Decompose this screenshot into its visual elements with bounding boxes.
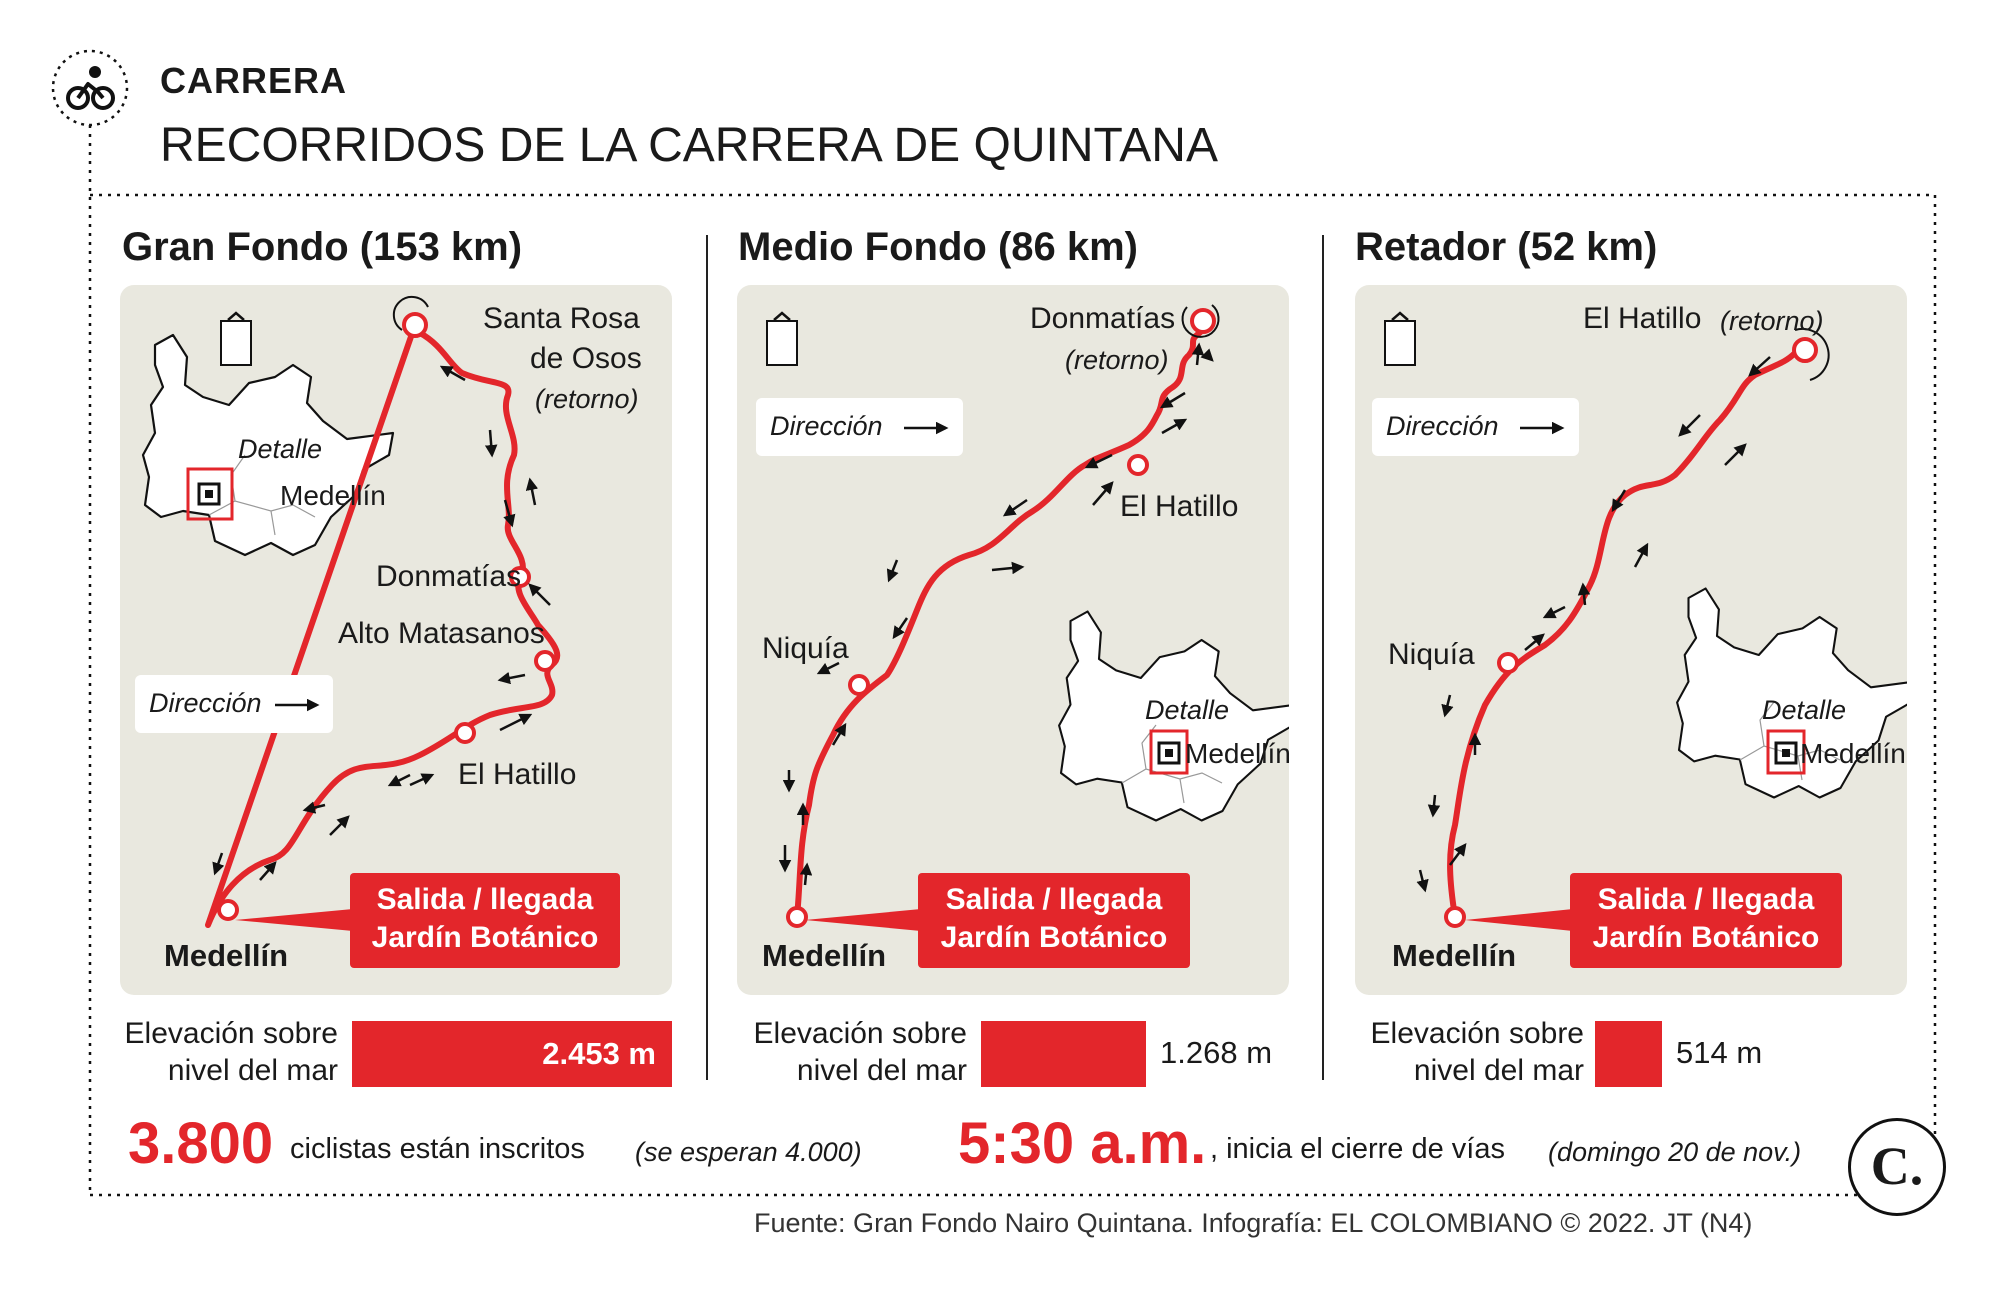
start-line1: Salida / llegada	[1597, 883, 1815, 916]
label-niquia: Niquía	[1388, 638, 1475, 671]
label-de-osos: de Osos	[530, 342, 642, 375]
label-donmatias: Donmatías	[376, 560, 522, 593]
closure-time: 5:30 a.m.	[958, 1111, 1207, 1176]
start-finish-box: Salida / llegada Jardín Botánico	[918, 873, 1190, 968]
source-credit: Fuente: Gran Fondo Nairo Quintana. Infog…	[754, 1208, 1753, 1238]
north-icon	[766, 311, 798, 366]
start-line2: Jardín Botánico	[940, 921, 1168, 954]
start-finish-box: Salida / llegada Jardín Botánico	[350, 873, 620, 968]
elevation-line2: nivel del mar	[167, 1054, 338, 1087]
start-line1: Salida / llegada	[376, 883, 594, 916]
region-outline	[1676, 587, 1907, 799]
label-santa-rosa: Santa Rosa	[483, 302, 640, 335]
label-alto-matasanos: Alto Matasanos	[338, 617, 545, 650]
direction-label: Dirección	[770, 411, 883, 441]
route-map-retador	[1384, 311, 1907, 928]
label-start-city: Medellín	[762, 938, 887, 973]
start-line2: Jardín Botánico	[371, 921, 599, 954]
start-pointer	[1465, 909, 1573, 931]
closure-text: , inicia el cierre de vías	[1210, 1133, 1505, 1165]
panel-title-gran-fondo: Gran Fondo (153 km)	[122, 225, 523, 269]
panel-title-retador: Retador (52 km)	[1355, 225, 1658, 269]
start-finish-box: Salida / llegada Jardín Botánico	[1570, 873, 1842, 968]
elevation-bar-medio-fondo	[981, 1021, 1146, 1087]
direction-label: Dirección	[1386, 411, 1499, 441]
start-line2: Jardín Botánico	[1592, 921, 1820, 954]
north-icon	[1384, 311, 1416, 366]
riders-count: 3.800	[128, 1111, 274, 1176]
elevation-label-retador: Elevación sobre nivel del mar	[1352, 1015, 1584, 1089]
region-outline	[1058, 610, 1289, 822]
closure-note: (domingo 20 de nov.)	[1548, 1137, 1802, 1167]
label-retorno: (retorno)	[1065, 345, 1169, 375]
elevation-line2: nivel del mar	[1413, 1054, 1584, 1087]
elevation-value-medio-fondo: 1.268 m	[1160, 1035, 1273, 1070]
elevation-bar-retador	[1595, 1021, 1662, 1087]
section-tag: CARRERA	[160, 60, 347, 101]
panel-title-medio-fondo: Medio Fondo (86 km)	[738, 225, 1138, 269]
start-pointer	[805, 909, 921, 931]
elevation-line1: Elevación sobre	[753, 1017, 967, 1050]
label-detail-city: Medellín	[280, 480, 386, 511]
elevation-line2: nivel del mar	[796, 1054, 967, 1087]
start-line1: Salida / llegada	[945, 883, 1163, 916]
label-donmatias: Donmatías	[1030, 302, 1176, 335]
direction-legend: Dirección	[1372, 398, 1579, 456]
label-detail-city: Medellín	[1185, 738, 1291, 769]
label-el-hatillo: El Hatillo	[1583, 302, 1702, 335]
label-el-hatillo: El Hatillo	[458, 758, 577, 791]
start-pointer	[235, 909, 353, 931]
label-retorno: (retorno)	[1720, 306, 1824, 336]
elevation-label-medio-fondo: Elevación sobre nivel del mar	[735, 1015, 967, 1089]
cyclist-icon	[50, 48, 130, 128]
elevation-label-gran-fondo: Elevación sobre nivel del mar	[118, 1015, 338, 1089]
elevation-line1: Elevación sobre	[124, 1017, 338, 1050]
label-detalle: Detalle	[1762, 695, 1847, 725]
label-detalle: Detalle	[238, 434, 323, 464]
riders-text: ciclistas están inscritos	[290, 1133, 585, 1165]
page-title: RECORRIDOS DE LA CARRERA DE QUINTANA	[160, 119, 1218, 172]
label-retorno: (retorno)	[535, 384, 639, 414]
route-map-gran-fondo	[141, 295, 561, 928]
elevation-value-retador: 514 m	[1676, 1035, 1763, 1070]
north-icon	[220, 311, 252, 366]
publisher-logo: C.	[1848, 1118, 1946, 1216]
route-map-medio-fondo	[766, 304, 1289, 928]
elevation-bar-gran-fondo: 2.453 m	[352, 1021, 672, 1087]
logo-letter: C.	[1870, 1136, 1924, 1196]
label-detalle: Detalle	[1145, 695, 1230, 725]
label-start-city: Medellín	[164, 938, 289, 973]
label-el-hatillo: El Hatillo	[1120, 490, 1239, 523]
direction-legend: Dirección	[756, 398, 963, 456]
label-detail-city: Medellín	[1800, 738, 1906, 769]
direction-legend: Dirección	[135, 675, 333, 733]
direction-label: Dirección	[149, 688, 262, 718]
elevation-value-gran-fondo: 2.453 m	[542, 1036, 656, 1071]
region-outline	[141, 333, 395, 557]
elevation-line1: Elevación sobre	[1370, 1017, 1584, 1050]
label-start-city: Medellín	[1392, 938, 1517, 973]
riders-note: (se esperan 4.000)	[635, 1137, 862, 1167]
label-niquia: Niquía	[762, 632, 849, 665]
